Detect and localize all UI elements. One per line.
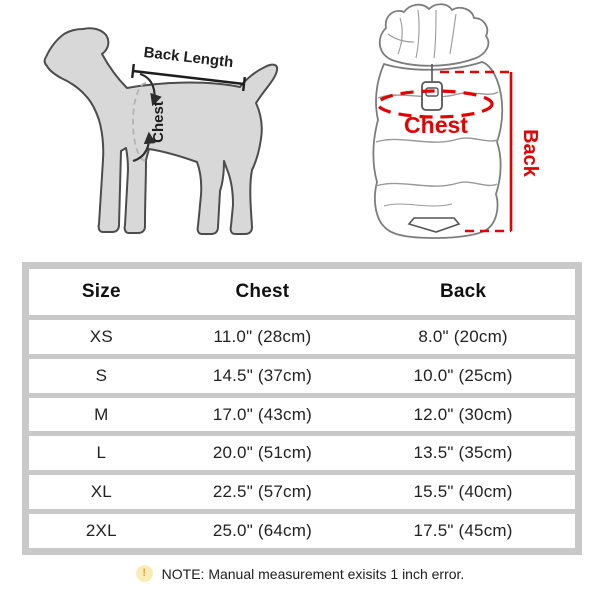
vest-collar-folds: [387, 9, 457, 59]
chest-value: 25.0" (64cm): [212, 521, 312, 541]
size-value: M: [94, 404, 109, 424]
back-value: 15.5" (40cm): [413, 482, 513, 502]
size-value: XL: [90, 482, 112, 502]
dog-chest-label: Chest: [150, 101, 167, 143]
dog-silhouette: [43, 27, 279, 235]
chest-value: 14.5" (37cm): [212, 365, 312, 385]
column-header-back: Back: [439, 281, 487, 302]
vest-collar: [378, 3, 490, 67]
back-value: 17.5" (45cm): [413, 521, 513, 541]
dog-silhouette-diagram: Back Length Chest: [43, 27, 279, 235]
table-row-s: S 14.5" (37cm) 10.0" (25cm): [29, 358, 575, 393]
size-value: L: [96, 443, 107, 463]
vest-chest-label: Chest: [404, 112, 468, 138]
vest-back-label: Back: [519, 129, 541, 178]
vest-quilt-seams: [375, 91, 500, 207]
measurement-diagrams: Back Length Chest: [43, 3, 541, 239]
warning-icon: !: [135, 565, 153, 582]
size-table: Size Chest Back XS 11.0" (28cm) 8.0" (20…: [22, 262, 582, 555]
note-text: NOTE: Manual measurement exisits 1 inch …: [161, 565, 465, 582]
vest-tag: [407, 217, 461, 233]
back-value: 10.0" (25cm): [413, 365, 513, 385]
size-value: 2XL: [85, 521, 117, 541]
back-value: 13.5" (35cm): [413, 443, 513, 463]
back-length-label: Back Length: [143, 44, 234, 71]
dog-chest-arrow-up: [132, 131, 156, 163]
chest-value: 20.0" (51cm): [212, 443, 312, 463]
size-table-header-row: Size Chest Back: [29, 269, 575, 315]
dog-chest-dashed-arc: [132, 82, 147, 162]
table-row-m: M 17.0" (43cm) 12.0" (30cm): [29, 397, 575, 432]
dog-chest-arrow-down: [139, 72, 162, 107]
vest-body: [372, 61, 504, 239]
chest-value: 17.0" (43cm): [212, 404, 312, 424]
vest-chest-dashed-ellipse: [376, 89, 494, 119]
table-row-xs: XS 11.0" (28cm) 8.0" (20cm): [29, 320, 575, 354]
table-row-l: L 20.0" (51cm) 13.5" (35cm): [29, 436, 575, 471]
back-value: 12.0" (30cm): [413, 404, 513, 424]
chest-value: 22.5" (57cm): [212, 482, 312, 502]
vest-back-dimension: [440, 70, 513, 233]
column-header-chest: Chest: [235, 281, 290, 302]
back-value: 8.0" (20cm): [418, 326, 508, 346]
vest-diagram: Chest Back: [372, 3, 541, 239]
size-value: XS: [89, 326, 113, 346]
table-row-xl: XL 22.5" (57cm) 15.5" (40cm): [29, 475, 575, 510]
back-length-dimension-line: [131, 63, 246, 92]
table-row-2xl: 2XL 25.0" (64cm) 17.5" (45cm): [29, 514, 575, 548]
measurement-note: ! NOTE: Manual measurement exisits 1 inc…: [0, 565, 600, 582]
column-header-size: Size: [81, 281, 121, 302]
size-value: S: [95, 365, 108, 385]
chest-value: 11.0" (28cm): [213, 326, 312, 346]
